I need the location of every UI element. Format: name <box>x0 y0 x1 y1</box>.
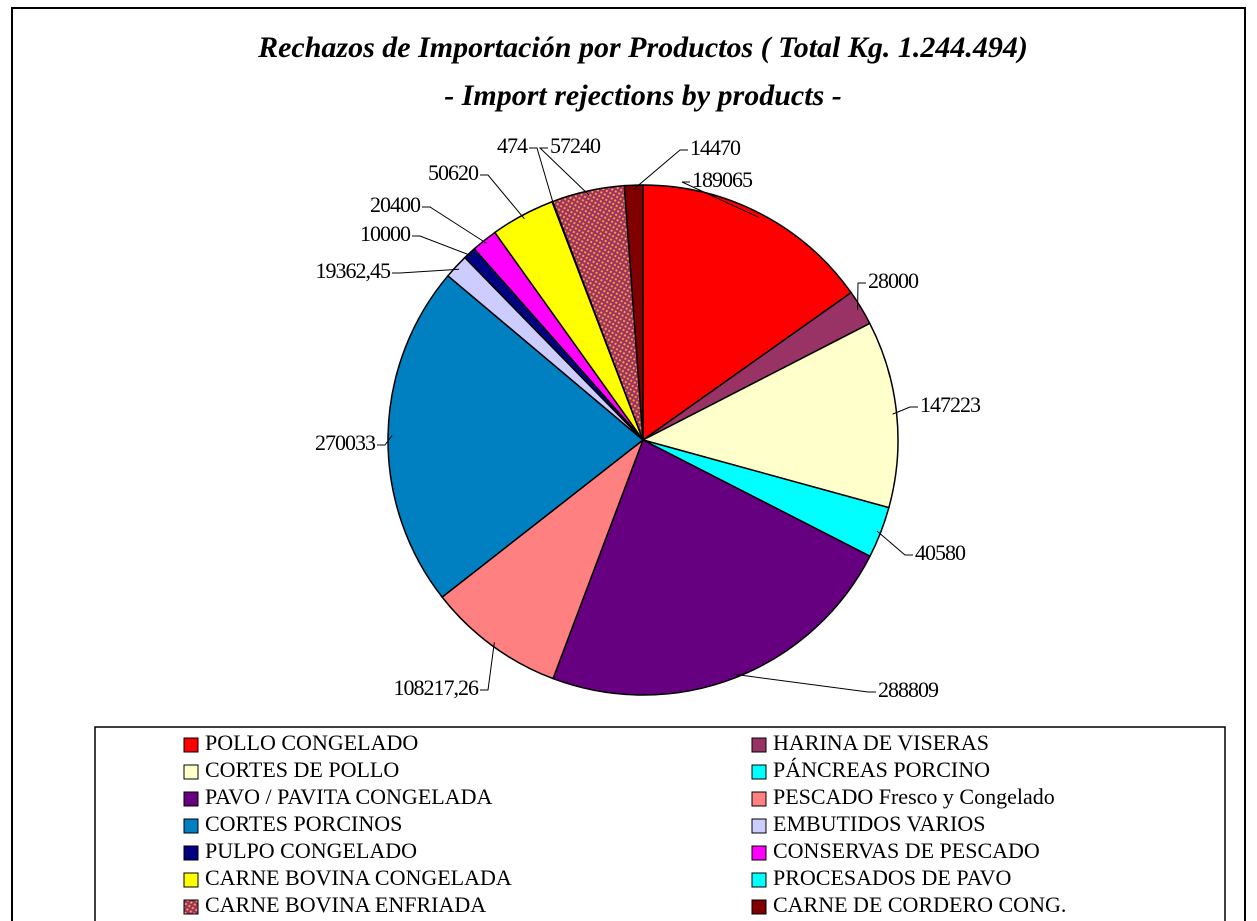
leader-line <box>876 530 913 556</box>
legend-label: HARINA DE VISERAS <box>773 730 989 755</box>
legend-swatch <box>183 872 199 888</box>
leader-line <box>392 268 460 274</box>
leader-line <box>377 435 393 446</box>
data-label: 57240 <box>550 133 601 158</box>
leader-line <box>529 147 555 206</box>
pie-slice <box>623 184 644 441</box>
legend-label: CONSERVAS DE PESCADO <box>773 838 1040 863</box>
legend-swatch <box>751 737 767 753</box>
legend-label: CORTES DE POLLO <box>205 757 399 782</box>
legend-swatch <box>751 899 767 915</box>
data-label: 474 <box>497 133 528 158</box>
leader-line <box>857 282 866 310</box>
legend-swatch <box>183 737 199 753</box>
pie-slice <box>640 322 899 509</box>
data-label: 20400 <box>370 192 421 217</box>
pie-slice <box>387 274 645 599</box>
pie-slice <box>441 437 645 680</box>
leader-line <box>681 181 759 218</box>
leader-line <box>733 673 876 693</box>
leader-line <box>480 642 495 691</box>
legend-label: PESCADO Fresco y Congelado <box>773 784 1055 809</box>
legend-swatch <box>751 872 767 888</box>
data-label: 50620 <box>428 160 479 185</box>
legend-swatch <box>183 899 199 915</box>
leader-line <box>892 406 918 415</box>
data-label: 40580 <box>915 540 966 565</box>
legend-label: PROCESADOS DE PAVO <box>773 865 1011 890</box>
leader-line <box>422 206 488 244</box>
data-label: 288809 <box>878 677 939 702</box>
legend-swatch <box>751 845 767 861</box>
data-label: 28000 <box>868 268 919 293</box>
leader-line <box>633 149 688 190</box>
legend-box <box>94 726 1226 921</box>
legend-label: POLLO CONGELADO <box>205 730 418 755</box>
data-label: 10000 <box>360 221 411 246</box>
pie-slice <box>642 184 853 442</box>
legend-swatch <box>183 764 199 780</box>
data-label: 14470 <box>690 135 741 160</box>
legend-label: PAVO / PAVITA CONGELADA <box>205 784 492 809</box>
legend-swatch <box>751 764 767 780</box>
leader-line <box>412 235 473 257</box>
legend-swatch <box>183 791 199 807</box>
legend-label: CARNE DE CORDERO CONG. <box>773 892 1066 917</box>
pie-slice <box>552 438 871 696</box>
legend-label: PULPO CONGELADO <box>205 838 417 863</box>
legend-label: PÁNCREAS PORCINO <box>773 757 990 782</box>
legend-swatch <box>183 845 199 861</box>
legend-label: CORTES PORCINOS <box>205 811 402 836</box>
leader-line <box>538 147 590 196</box>
legend-label: EMBUTIDOS VARIOS <box>773 811 986 836</box>
legend-swatch <box>751 818 767 834</box>
data-label: 189065 <box>692 167 753 192</box>
legend-swatch <box>751 791 767 807</box>
data-label: 19362,45 <box>316 258 392 283</box>
leader-line <box>480 174 525 220</box>
legend-label: CARNE BOVINA CONGELADA <box>205 865 512 890</box>
chart-subtitle: - Import rejections by products - <box>444 79 842 112</box>
data-label: 147223 <box>920 392 981 417</box>
legend-swatch <box>183 818 199 834</box>
legend-label: CARNE BOVINA ENFRIADA <box>205 892 486 917</box>
data-label: 270033 <box>315 430 376 455</box>
data-label: 108217,26 <box>394 675 480 700</box>
chart-title: Rechazos de Importación por Productos ( … <box>257 31 1028 64</box>
